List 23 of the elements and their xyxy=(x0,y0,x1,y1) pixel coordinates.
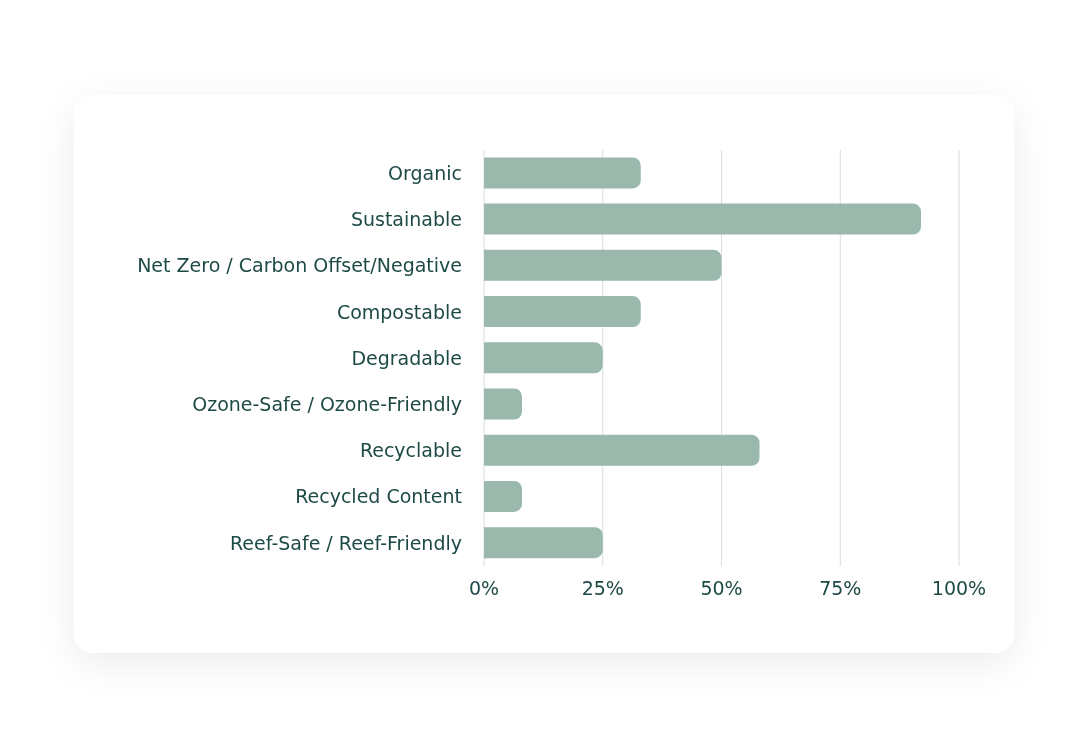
x-tick-label: 75% xyxy=(819,577,862,600)
bar xyxy=(484,342,603,374)
y-tick-label: Reef-Safe / Reef-Friendly xyxy=(230,531,462,554)
bar xyxy=(484,296,641,328)
y-tick-label: Net Zero / Carbon Offset/Negative xyxy=(137,254,462,277)
y-tick-label: Recycled Content xyxy=(295,485,462,508)
x-tick-label: 25% xyxy=(581,577,624,600)
bar xyxy=(484,157,641,189)
bar xyxy=(484,388,522,420)
x-tick-label: 50% xyxy=(700,577,743,600)
bar xyxy=(484,203,921,235)
bar xyxy=(484,527,603,559)
y-tick-label: Organic xyxy=(388,161,462,184)
bar xyxy=(484,249,722,281)
y-tick-label: Ozone-Safe / Ozone-Friendly xyxy=(192,392,462,415)
y-tick-label: Degradable xyxy=(351,346,462,369)
x-tick-label: 0% xyxy=(468,577,500,600)
y-tick-label: Compostable xyxy=(336,300,462,323)
y-tick-label: Sustainable xyxy=(350,208,462,231)
x-tick-label: 100% xyxy=(931,577,987,600)
y-tick-label: Recyclable xyxy=(359,439,462,462)
bar xyxy=(484,480,522,512)
bar xyxy=(484,434,760,466)
